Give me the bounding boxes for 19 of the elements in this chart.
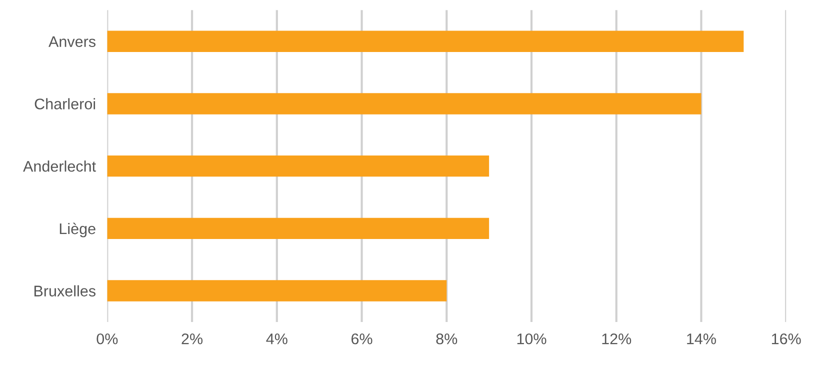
x-tick-label: 4% bbox=[266, 334, 288, 344]
bar bbox=[107, 93, 702, 114]
x-tick-label: 10% bbox=[517, 333, 546, 344]
y-tick-label: Charleroi bbox=[34, 98, 96, 110]
bar bbox=[107, 218, 490, 240]
x-tick-label: 6% bbox=[351, 333, 372, 344]
y-tick-label: Anderlecht bbox=[23, 160, 96, 172]
x-tick-label: 0% bbox=[96, 333, 118, 344]
y-tick-label: Bruxelles bbox=[34, 285, 96, 296]
x-tick-label: 14% bbox=[687, 334, 716, 344]
y-tick-label: Anvers bbox=[48, 36, 96, 48]
y-tick-label: Liège bbox=[60, 222, 96, 238]
x-tick-label: 12% bbox=[602, 333, 632, 344]
bar bbox=[107, 280, 447, 302]
bar bbox=[107, 155, 490, 177]
bar bbox=[107, 30, 744, 52]
x-tick-label: 16% bbox=[772, 333, 801, 344]
x-tick-label: 2% bbox=[182, 333, 203, 344]
x-tick-label: 8% bbox=[436, 333, 458, 344]
